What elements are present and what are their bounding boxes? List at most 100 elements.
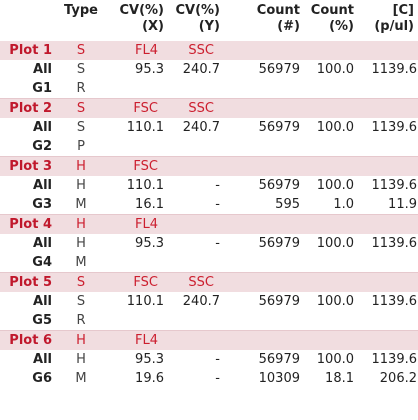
concentration-cell: 1139.6	[371, 236, 418, 251]
concentration-cell: 206.2	[379, 371, 417, 386]
cv-y-cell: -	[215, 178, 220, 193]
table-row[interactable]: All S 110.1 240.7 56979 100.0 1139.6	[0, 118, 418, 137]
type-cell: H	[58, 156, 104, 176]
type-cell: M	[75, 255, 87, 270]
table-body: Plot 1 S FL4 SSC All S 95.3 240.7 56979 100.0 1139…	[0, 41, 418, 388]
row-label: All	[33, 178, 52, 193]
row-label: Plot 5	[0, 272, 58, 292]
type-cell: R	[76, 313, 86, 328]
count-pct-cell: 100.0	[316, 294, 354, 309]
cv-x-header-line-1: CV(%)	[119, 3, 164, 18]
cv-y-cell	[168, 137, 224, 157]
row-label: All	[33, 62, 52, 77]
cv-y-cell: 240.7	[182, 294, 220, 309]
row-label: All	[33, 236, 52, 251]
stats-table: Type CV(%) (X) CV(%) (Y) Count (#) Count (%) [C](…	[0, 0, 418, 388]
cv-y-cell	[168, 253, 224, 273]
concentration-cell	[358, 330, 418, 350]
plot-header-row[interactable]: Plot 5 S FSC SSC	[0, 272, 418, 292]
table-row[interactable]: G2 P	[0, 137, 418, 157]
table-row[interactable]: G5 R	[0, 311, 418, 331]
type-cell: H	[76, 178, 86, 193]
cv-y-cell	[168, 311, 224, 331]
plot-header-row[interactable]: Plot 4 H FL4	[0, 214, 418, 234]
table-row[interactable]: All S 110.1 240.7 56979 100.0 1139.6	[0, 292, 418, 311]
count-num-cell: 56979	[258, 236, 300, 251]
count-num-header: Count (#)	[224, 0, 304, 41]
count-pct-header-line-1: Count	[310, 3, 354, 18]
cv-x-cell	[104, 79, 168, 99]
count-num-cell	[224, 156, 304, 176]
cv-y-cell: 240.7	[182, 62, 220, 77]
cv-x-cell: FSC	[104, 272, 168, 292]
cv-x-cell: FSC	[104, 156, 168, 176]
cv-x-header-line-2: (X)	[142, 19, 164, 34]
count-num-cell	[224, 98, 304, 118]
plot-header-row[interactable]: Plot 6 H FL4	[0, 330, 418, 350]
cv-y-cell	[168, 214, 224, 234]
type-header-line-1: Type	[64, 3, 98, 18]
cv-y-cell: -	[215, 352, 220, 367]
table-row[interactable]: All S 95.3 240.7 56979 100.0 1139.6	[0, 60, 418, 79]
count-pct-cell	[304, 79, 358, 99]
table-row[interactable]: All H 95.3 - 56979 100.0 1139.6	[0, 234, 418, 253]
type-cell: S	[76, 120, 86, 135]
count-pct-cell	[304, 330, 358, 350]
type-cell: M	[75, 197, 87, 212]
plot-header-row[interactable]: Plot 2 S FSC SSC	[0, 98, 418, 118]
count-pct-header-line-2: (%)	[329, 19, 354, 34]
row-label: G1	[32, 81, 52, 96]
count-pct-cell	[304, 156, 358, 176]
concentration-header-line-2: (p/ul)	[374, 19, 414, 34]
concentration-cell	[358, 41, 418, 60]
type-header: Type	[58, 0, 104, 41]
cv-y-cell: SSC	[168, 98, 224, 118]
row-label: Plot 2	[0, 98, 58, 118]
row-label-header	[0, 0, 58, 41]
count-num-cell	[224, 79, 304, 99]
concentration-cell	[358, 311, 418, 331]
row-label: G4	[32, 255, 52, 270]
table-row[interactable]: G4 M	[0, 253, 418, 273]
cv-x-cell: 95.3	[135, 352, 164, 367]
count-num-cell	[224, 41, 304, 60]
count-num-cell: 56979	[258, 294, 300, 309]
concentration-cell: 1139.6	[371, 352, 418, 367]
table-row[interactable]: All H 95.3 - 56979 100.0 1139.6	[0, 350, 418, 369]
concentration-cell	[358, 156, 418, 176]
concentration-cell	[358, 79, 418, 99]
cv-x-header: CV(%) (X)	[104, 0, 168, 41]
concentration-cell: 1139.6	[371, 62, 418, 77]
row-label: All	[33, 294, 52, 309]
concentration-cell	[358, 98, 418, 118]
type-cell: H	[58, 330, 104, 350]
count-pct-cell	[304, 272, 358, 292]
cv-x-cell: 16.1	[135, 197, 164, 212]
plot-header-row[interactable]: Plot 1 S FL4 SSC	[0, 41, 418, 60]
type-cell: R	[76, 81, 86, 96]
type-cell: S	[58, 98, 104, 118]
table-row[interactable]: All H 110.1 - 56979 100.0 1139.6	[0, 176, 418, 195]
cv-y-header: CV(%) (Y)	[168, 0, 224, 41]
table-row[interactable]: G3 M 16.1 - 595 1.0 11.9	[0, 195, 418, 215]
type-cell: M	[75, 371, 87, 386]
count-num-header-line-2: (#)	[277, 19, 300, 34]
table-row[interactable]: G1 R	[0, 79, 418, 99]
row-label: Plot 4	[0, 214, 58, 234]
count-num-header-line-1: Count	[256, 3, 300, 18]
count-pct-header: Count (%)	[304, 0, 358, 41]
plot-header-row[interactable]: Plot 3 H FSC	[0, 156, 418, 176]
count-num-cell	[224, 272, 304, 292]
row-label: Plot 3	[0, 156, 58, 176]
count-num-cell	[224, 214, 304, 234]
count-num-cell: 56979	[258, 120, 300, 135]
table-row[interactable]: G6 M 19.6 - 10309 18.1 206.2	[0, 369, 418, 388]
type-cell: S	[76, 294, 86, 309]
cv-y-cell: SSC	[168, 272, 224, 292]
type-cell: S	[58, 41, 104, 60]
header-row: Type CV(%) (X) CV(%) (Y) Count (#) Count (%) [C](…	[0, 0, 418, 41]
cv-y-cell: -	[215, 236, 220, 251]
type-cell: P	[77, 139, 85, 154]
row-label: Plot 1	[0, 41, 58, 60]
count-num-cell	[224, 253, 304, 273]
